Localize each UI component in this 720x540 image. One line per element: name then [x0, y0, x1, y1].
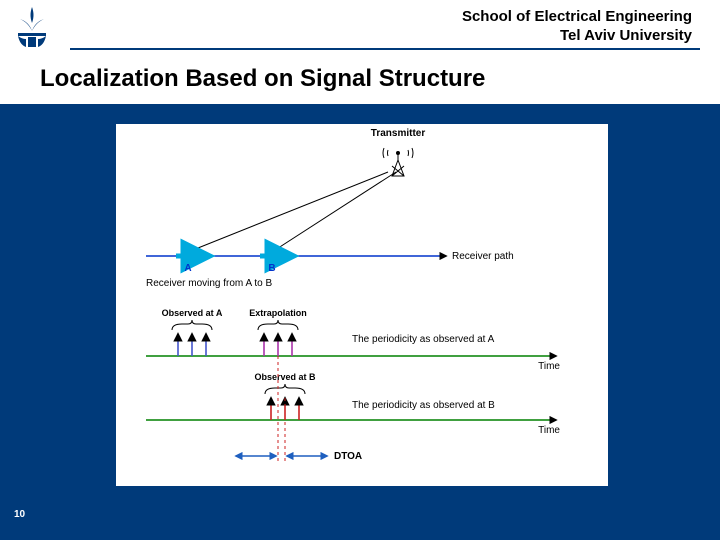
observed-at-b-label: Observed at B — [254, 372, 316, 382]
header-text: School of Electrical Engineering Tel Avi… — [56, 8, 720, 46]
school-name: School of Electrical Engineering — [56, 8, 692, 27]
title-band: Localization Based on Signal Structure — [0, 54, 720, 104]
page-number: 10 — [14, 509, 25, 520]
extrapolation-label: Extrapolation — [249, 308, 307, 318]
brace-observed-a — [172, 320, 212, 330]
header-bar: School of Electrical Engineering Tel Avi… — [0, 0, 720, 54]
diagram-panel: Transmitter Receiver path A — [116, 124, 608, 486]
university-name: Tel Aviv University — [56, 27, 692, 46]
dtoa-label: DTOA — [334, 451, 362, 462]
observed-at-a-label: Observed at A — [162, 308, 223, 318]
receiver-path-label: Receiver path — [452, 251, 514, 262]
slide-title: Localization Based on Signal Structure — [40, 65, 485, 93]
brace-observed-b — [265, 384, 305, 394]
point-b-label: B — [268, 263, 275, 274]
pulses-extrapolation — [264, 334, 292, 356]
signal-ray-a — [188, 172, 388, 252]
receiver-moving-label: Receiver moving from A to B — [146, 278, 272, 289]
pulses-observed-a — [178, 334, 206, 356]
transmitter-label: Transmitter — [371, 128, 426, 139]
brace-extrapolation — [258, 320, 298, 330]
time-label-a: Time — [538, 361, 560, 372]
university-logo — [8, 3, 56, 51]
signal-ray-b — [272, 172, 396, 252]
point-a-label: A — [184, 263, 191, 274]
periodicity-b-label: The periodicity as observed at B — [352, 400, 495, 411]
signal-diagram: Transmitter Receiver path A — [116, 124, 608, 486]
slide: School of Electrical Engineering Tel Avi… — [0, 0, 720, 540]
periodicity-a-label: The periodicity as observed at A — [352, 334, 495, 345]
time-label-b: Time — [538, 425, 560, 436]
header-rule — [70, 48, 700, 50]
